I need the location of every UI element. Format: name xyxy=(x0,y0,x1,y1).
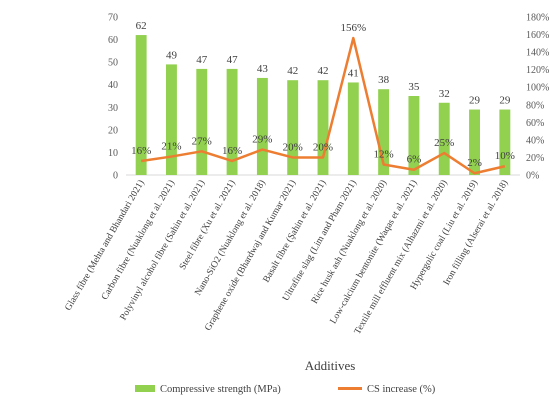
y-left-tick-label: 0 xyxy=(113,171,118,182)
bar-data-label: 47 xyxy=(227,54,239,66)
bar xyxy=(196,68,208,175)
y-right-tick-label: 60% xyxy=(526,118,544,129)
line-data-label: 2% xyxy=(467,157,482,169)
line-data-label: 6% xyxy=(407,154,422,166)
line-data-label: 20% xyxy=(313,141,333,153)
y-right-tick-label: 140% xyxy=(526,48,549,59)
y-left-tick-label: 60 xyxy=(108,35,118,46)
line-data-label: 20% xyxy=(283,141,303,153)
bar-data-label: 32 xyxy=(439,88,450,100)
bar-data-label: 38 xyxy=(378,74,390,86)
bar-data-label: 42 xyxy=(318,65,329,77)
y-left-tick-label: 10 xyxy=(108,148,118,159)
bar xyxy=(256,77,268,175)
bar xyxy=(287,80,299,175)
bar xyxy=(499,109,511,175)
y-right-tick-label: 100% xyxy=(526,83,549,94)
line-data-label: 156% xyxy=(340,22,366,34)
line-data-label: 27% xyxy=(192,135,212,147)
y-left-tick-label: 20 xyxy=(108,125,118,136)
y-left-tick-label: 70 xyxy=(108,13,118,24)
y-right-tick-label: 180% xyxy=(526,13,549,24)
bar-data-label: 29 xyxy=(469,95,481,107)
legend-label: CS increase (%) xyxy=(367,384,436,395)
category-labels: Glass fibre (Mehta and Bhandari 2021)Car… xyxy=(63,178,511,336)
line-data-label: 25% xyxy=(434,137,454,149)
line-data-label: 29% xyxy=(252,134,272,146)
bar-data-labels: 62 49 47 47 43 42 42 41 38 35 32 29 29 xyxy=(136,20,511,106)
y-right-tick-label: 0% xyxy=(526,171,539,182)
bar-data-label: 47 xyxy=(196,54,208,66)
line-data-label: 21% xyxy=(161,141,181,153)
bar xyxy=(378,89,390,175)
bar xyxy=(166,64,177,175)
y-right-tick-label: 20% xyxy=(526,153,544,164)
line-data-label: 10% xyxy=(495,150,515,162)
y-left-tick-label: 50 xyxy=(108,58,118,69)
line-data-label: 16% xyxy=(222,145,242,157)
bars xyxy=(135,35,511,175)
bar-data-label: 42 xyxy=(287,65,298,77)
y-right-tick-label: 80% xyxy=(526,100,544,111)
bar xyxy=(135,35,147,175)
x-axis-title: Additives xyxy=(305,358,356,373)
bar-data-label: 35 xyxy=(408,81,420,93)
category-label: Steel fibre (Xu et al. 2021) xyxy=(177,178,237,272)
bar-data-label: 49 xyxy=(166,49,178,61)
legend-label: Compressive strength (MPa) xyxy=(160,384,281,395)
y-right-tick-label: 160% xyxy=(526,30,549,41)
line-data-label: 16% xyxy=(131,145,151,157)
y-left-tick-label: 40 xyxy=(108,80,118,91)
y-right-tick-label: 40% xyxy=(526,135,544,146)
y-left-tick-label: 30 xyxy=(108,103,118,114)
bar xyxy=(317,80,329,175)
line-data-label: 12% xyxy=(374,148,394,160)
legend-swatch-bar xyxy=(135,385,155,392)
bar xyxy=(226,68,238,175)
bar-data-label: 29 xyxy=(499,95,511,107)
cs-increase-line xyxy=(140,36,506,175)
legend: Compressive strength (MPa) CS increase (%… xyxy=(135,384,436,395)
bar-data-label: 41 xyxy=(348,67,359,79)
bar xyxy=(408,96,420,175)
bar xyxy=(347,82,359,175)
axes: 0 10 20 30 40 50 60 70 0% 20% 40% 60% 80% 100% 120% 140… xyxy=(108,13,549,182)
y-right-tick-label: 120% xyxy=(526,65,549,76)
bar-data-label: 62 xyxy=(136,20,147,32)
bar-data-label: 43 xyxy=(257,63,269,75)
bar xyxy=(469,109,480,175)
category-label: Basalt fibre (Şahin et al. 2021) xyxy=(261,178,329,284)
bar xyxy=(438,102,450,175)
line-data-labels: 16% 21% 27% 16% 29% 20% 20% 156% 12% 6% 25% 2% 10% xyxy=(131,22,515,169)
